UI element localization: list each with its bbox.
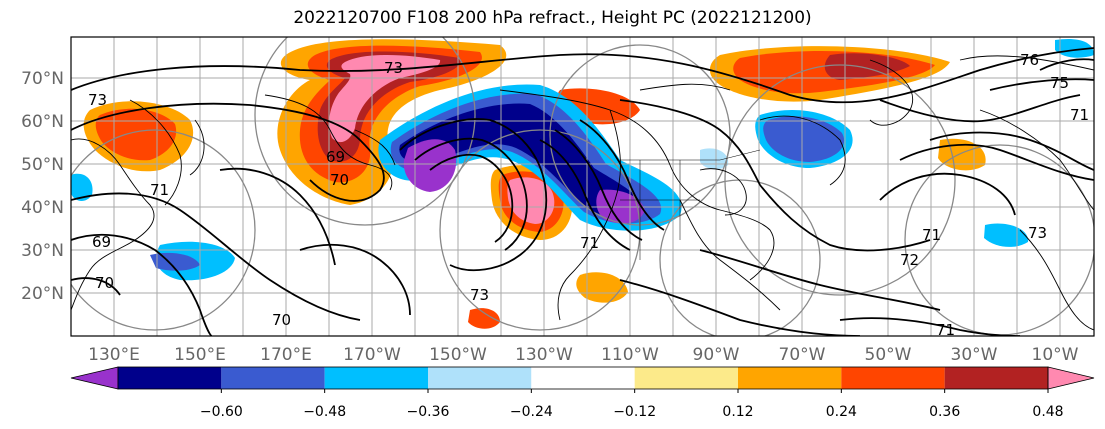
lon-label: 10°W <box>1032 345 1079 365</box>
lat-label: 20°N <box>21 284 64 304</box>
height-contours <box>71 47 1094 336</box>
lon-label: 150°W <box>429 345 487 365</box>
lat-label: 30°N <box>21 241 64 261</box>
colorbar-tick-label: −0.48 <box>303 404 346 420</box>
lat-label: 50°N <box>21 155 64 175</box>
contour-label: 69 <box>326 148 345 166</box>
contour-label: 73 <box>384 59 403 77</box>
contour-label: 71 <box>922 226 941 244</box>
contour-label: 70 <box>330 171 349 189</box>
colorbar-swatch <box>118 367 222 389</box>
colorbar-swatch <box>634 367 738 389</box>
lon-label: 130°W <box>515 345 573 365</box>
contour-label: 69 <box>92 233 111 251</box>
lat-label: 70°N <box>21 69 64 89</box>
lon-label: 110°W <box>601 345 659 365</box>
map-title: 2022120700 F108 200 hPa refract., Height… <box>293 8 812 28</box>
lon-label: 170°E <box>260 345 312 365</box>
map-layers <box>71 37 1094 336</box>
colorbar-tick-label: −0.36 <box>407 404 450 420</box>
contour-label: 73 <box>1028 224 1047 242</box>
lon-label: 150°E <box>174 345 226 365</box>
contour-label: 71 <box>936 321 955 339</box>
colorbar-extend-low <box>70 366 119 390</box>
colorbar-swatch <box>221 367 325 389</box>
longitude-labels: 130°E 150°E 170°E 170°W 150°W 130°W 110°… <box>88 345 1079 365</box>
colorbar-tick-label: 0.24 <box>826 404 857 420</box>
colorbar-extend-high <box>1047 366 1095 390</box>
colorbar-tick-label: 0.12 <box>722 404 753 420</box>
colorbar-swatch <box>944 367 1048 389</box>
map-frame <box>70 36 1095 337</box>
colorbar <box>70 366 1095 390</box>
contour-label: 70 <box>272 311 291 329</box>
lon-label: 50°W <box>865 345 912 365</box>
contour-label: 73 <box>88 91 107 109</box>
contour-label: 71 <box>580 234 599 252</box>
contour-label: 73 <box>470 286 489 304</box>
latitude-labels: 70°N 60°N 50°N 40°N 30°N 20°N <box>21 69 64 304</box>
colorbar-swatch <box>324 367 428 389</box>
contour-label: 76 <box>1020 51 1039 69</box>
lat-label: 40°N <box>21 198 64 218</box>
lon-label: 30°W <box>951 345 998 365</box>
contour-label: 75 <box>1050 74 1069 92</box>
graticule <box>71 37 1094 336</box>
contour-label: 70 <box>95 274 114 292</box>
colorbar-swatch <box>738 367 842 389</box>
colorbar-swatch <box>531 367 635 389</box>
contour-label: 71 <box>1070 106 1089 124</box>
colorbar-tick-label: 0.36 <box>929 404 960 420</box>
lon-label: 90°W <box>693 345 740 365</box>
contour-label: 71 <box>150 181 169 199</box>
lon-label: 70°W <box>779 345 826 365</box>
lat-label: 60°N <box>21 112 64 132</box>
colorbar-swatch <box>428 367 532 389</box>
contour-label: 72 <box>900 251 919 269</box>
borders <box>620 149 761 260</box>
colorbar-swatch <box>841 367 945 389</box>
contour-labels: 73 76 75 71 73 69 70 69 70 71 73 70 72 7… <box>88 51 1089 339</box>
colorbar-tick-label: 0.48 <box>1032 404 1063 420</box>
colorbar-tick-label: −0.60 <box>200 404 243 420</box>
colorbar-tick-label: −0.12 <box>613 404 656 420</box>
colorbar-frame <box>117 366 1049 390</box>
lon-label: 170°W <box>343 345 401 365</box>
lon-label: 130°E <box>88 345 140 365</box>
colorbar-labels: −0.60 −0.48 −0.36 −0.24 −0.12 0.12 0.24 0.36 0.4… <box>200 389 1064 420</box>
colorbar-tick-label: −0.24 <box>510 404 553 420</box>
